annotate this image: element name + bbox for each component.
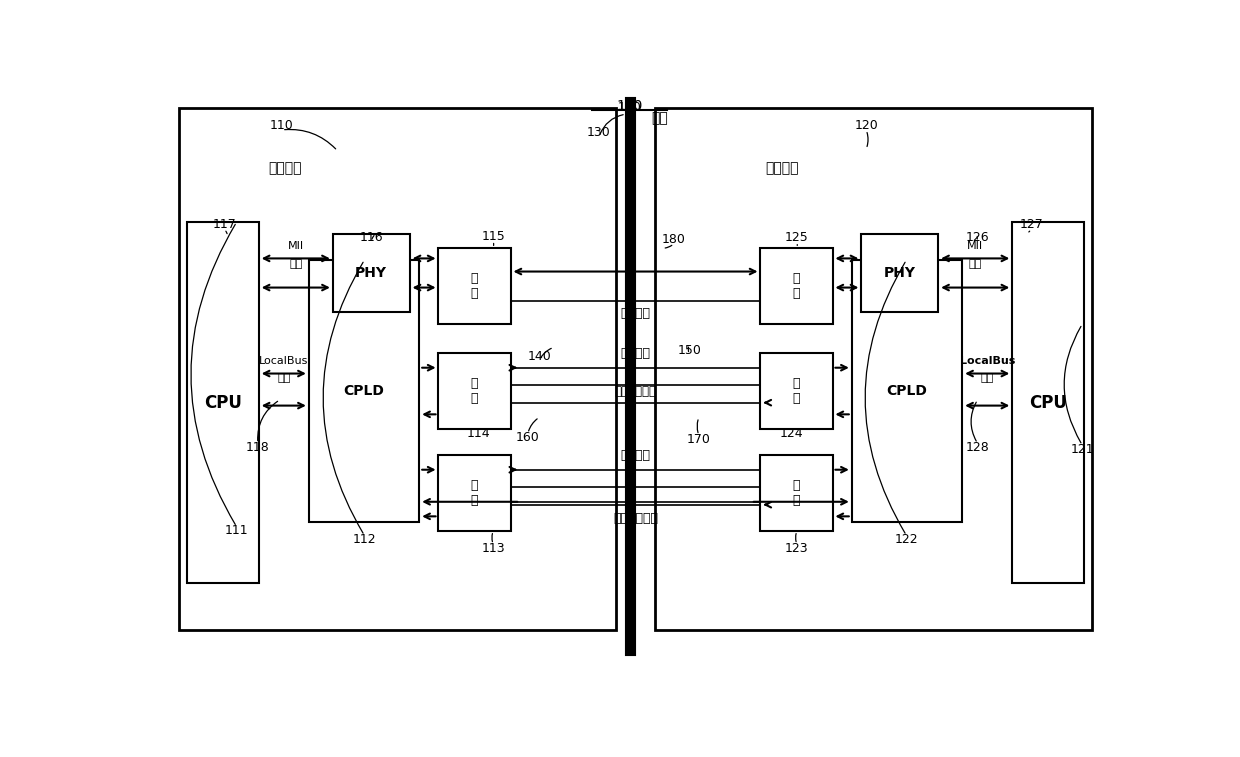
Text: 180: 180 bbox=[662, 233, 686, 246]
Text: 隔
离: 隔 离 bbox=[792, 479, 800, 507]
Bar bbox=[862, 234, 939, 313]
Bar bbox=[655, 108, 1092, 630]
Text: PHY: PHY bbox=[355, 266, 387, 280]
Bar bbox=[852, 260, 962, 522]
Text: 总线: 总线 bbox=[289, 259, 303, 269]
Text: 隔
离: 隔 离 bbox=[471, 377, 479, 405]
Text: 118: 118 bbox=[246, 441, 270, 454]
Text: 113: 113 bbox=[481, 542, 505, 555]
Text: 111: 111 bbox=[224, 525, 248, 537]
Text: 127: 127 bbox=[1019, 219, 1043, 232]
Text: 状态信号: 状态信号 bbox=[620, 347, 651, 360]
Text: PHY: PHY bbox=[884, 266, 916, 280]
Text: 121: 121 bbox=[1070, 443, 1094, 456]
Text: 170: 170 bbox=[687, 433, 711, 446]
Text: CPLD: CPLD bbox=[343, 384, 384, 398]
Text: 状态信号: 状态信号 bbox=[620, 449, 651, 462]
Text: 左侧主控: 左侧主控 bbox=[268, 160, 301, 175]
Bar bbox=[309, 260, 419, 522]
Text: 总线: 总线 bbox=[278, 373, 290, 383]
Text: 隔
离: 隔 离 bbox=[471, 479, 479, 507]
Text: 120: 120 bbox=[854, 120, 878, 132]
Text: 160: 160 bbox=[516, 431, 539, 444]
Text: 总线: 总线 bbox=[981, 373, 993, 383]
Bar bbox=[760, 353, 832, 429]
Text: 128: 128 bbox=[966, 441, 990, 454]
Text: 116: 116 bbox=[360, 231, 383, 245]
Text: 115: 115 bbox=[481, 230, 505, 243]
Text: 130: 130 bbox=[587, 126, 611, 139]
Text: 117: 117 bbox=[212, 219, 236, 232]
Text: 124: 124 bbox=[780, 427, 804, 440]
Bar bbox=[760, 248, 832, 324]
Text: LocalBus: LocalBus bbox=[259, 356, 309, 366]
Text: 运算同步信号: 运算同步信号 bbox=[613, 512, 658, 525]
Bar bbox=[439, 455, 511, 531]
Text: MII: MII bbox=[288, 241, 304, 251]
Text: 122: 122 bbox=[895, 533, 919, 546]
Text: CPLD: CPLD bbox=[887, 384, 928, 398]
Text: 125: 125 bbox=[785, 231, 808, 245]
Text: 隔
离: 隔 离 bbox=[471, 272, 479, 300]
Bar bbox=[187, 222, 259, 584]
Text: 110: 110 bbox=[270, 120, 294, 132]
Text: 数据通道: 数据通道 bbox=[620, 307, 651, 320]
Bar bbox=[439, 248, 511, 324]
Bar bbox=[179, 108, 616, 630]
Text: 100: 100 bbox=[618, 101, 641, 114]
Bar bbox=[1012, 222, 1084, 584]
Text: MII: MII bbox=[967, 241, 983, 251]
Text: 114: 114 bbox=[467, 427, 491, 440]
Text: 运算同步信号: 运算同步信号 bbox=[615, 385, 656, 397]
Text: 100: 100 bbox=[616, 99, 642, 113]
Text: 总线: 总线 bbox=[968, 259, 982, 269]
Text: 150: 150 bbox=[677, 344, 702, 357]
Bar bbox=[332, 234, 409, 313]
Text: 隔
离: 隔 离 bbox=[792, 272, 800, 300]
Text: 126: 126 bbox=[966, 231, 990, 245]
Text: 背板: 背板 bbox=[651, 111, 667, 125]
Text: LocalBus: LocalBus bbox=[960, 356, 1014, 366]
Text: 隔
离: 隔 离 bbox=[792, 377, 800, 405]
Text: 112: 112 bbox=[352, 533, 376, 546]
Text: CPU: CPU bbox=[203, 394, 242, 412]
Text: 140: 140 bbox=[527, 350, 552, 363]
Text: 右侧主控: 右侧主控 bbox=[765, 160, 799, 175]
Text: CPU: CPU bbox=[1029, 394, 1068, 412]
Bar bbox=[439, 353, 511, 429]
Bar bbox=[760, 455, 832, 531]
Text: 123: 123 bbox=[785, 542, 808, 555]
